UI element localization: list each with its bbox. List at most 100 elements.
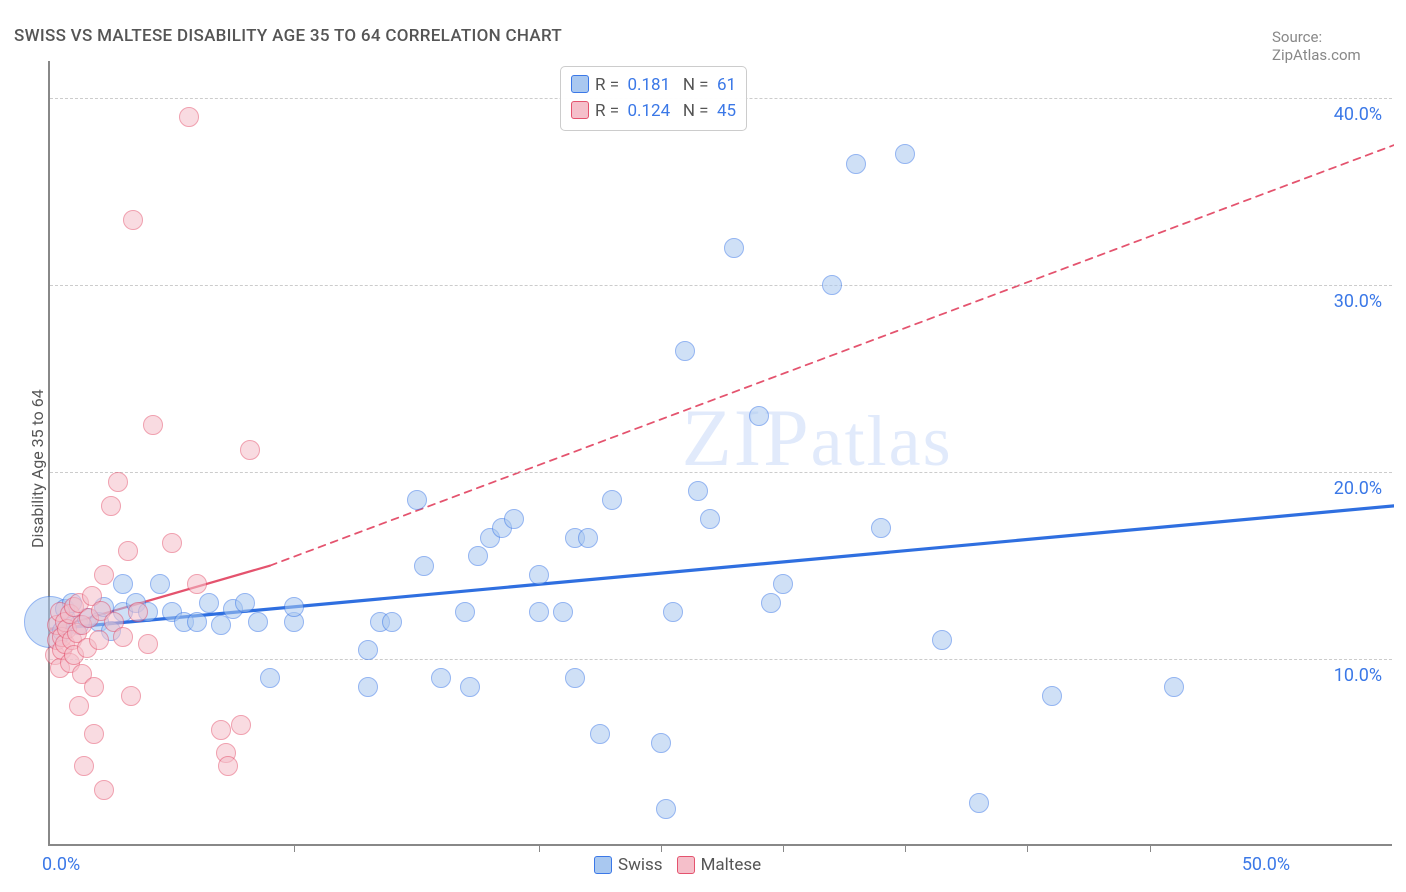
x-tick — [1150, 844, 1151, 852]
scatter-point-swiss — [431, 668, 451, 688]
legend-n-value: 45 — [717, 101, 736, 121]
scatter-point-swiss — [553, 602, 573, 622]
scatter-point-swiss — [700, 509, 720, 529]
legend-n-value: 61 — [717, 75, 736, 95]
scatter-point-maltese — [118, 541, 138, 561]
scatter-point-maltese — [138, 634, 158, 654]
scatter-point-swiss — [578, 528, 598, 548]
scatter-point-maltese — [240, 440, 260, 460]
legend-swatch — [594, 856, 612, 874]
scatter-point-swiss — [969, 793, 989, 813]
legend-r-value: 0.181 — [627, 75, 670, 95]
scatter-point-maltese — [162, 533, 182, 553]
scatter-point-swiss — [455, 602, 475, 622]
scatter-point-swiss — [602, 490, 622, 510]
scatter-point-swiss — [871, 518, 891, 538]
gridline-y — [50, 285, 1392, 286]
x-tick — [1027, 844, 1028, 852]
scatter-point-swiss — [651, 733, 671, 753]
chart-title: SWISS VS MALTESE DISABILITY AGE 35 TO 64… — [14, 26, 562, 46]
x-tick-label: 50.0% — [1242, 854, 1290, 875]
scatter-point-swiss — [1042, 686, 1062, 706]
legend-r-label: R = — [595, 101, 619, 121]
scatter-point-maltese — [211, 720, 231, 740]
x-tick — [539, 844, 540, 852]
scatter-point-maltese — [94, 565, 114, 585]
y-tick-label: 20.0% — [1322, 478, 1382, 499]
x-tick — [661, 844, 662, 852]
scatter-point-maltese — [74, 756, 94, 776]
scatter-point-swiss — [199, 593, 219, 613]
legend-series-label: Maltese — [701, 855, 762, 875]
x-tick — [905, 844, 906, 852]
scatter-point-swiss — [113, 574, 133, 594]
scatter-point-maltese — [121, 686, 141, 706]
scatter-point-maltese — [94, 780, 114, 800]
scatter-point-swiss — [211, 615, 231, 635]
scatter-point-swiss — [187, 612, 207, 632]
scatter-point-swiss — [749, 406, 769, 426]
scatter-point-maltese — [179, 107, 199, 127]
scatter-point-maltese — [123, 210, 143, 230]
legend-swatch — [571, 101, 589, 119]
x-tick-label: 0.0% — [42, 854, 80, 875]
scatter-point-swiss — [590, 724, 610, 744]
legend-swatch — [571, 75, 589, 93]
scatter-point-swiss — [822, 275, 842, 295]
scatter-point-swiss — [260, 668, 280, 688]
chart-plot-area: ZIPatlas — [48, 61, 1392, 846]
scatter-point-maltese — [231, 715, 251, 735]
scatter-point-maltese — [108, 472, 128, 492]
x-tick — [783, 844, 784, 852]
scatter-point-swiss — [248, 612, 268, 632]
scatter-point-swiss — [358, 640, 378, 660]
scatter-point-maltese — [113, 627, 133, 647]
scatter-point-swiss — [656, 799, 676, 819]
scatter-point-swiss — [414, 556, 434, 576]
scatter-point-maltese — [69, 696, 89, 716]
scatter-point-swiss — [1164, 677, 1184, 697]
scatter-point-swiss — [565, 668, 585, 688]
scatter-point-swiss — [761, 593, 781, 613]
scatter-point-swiss — [724, 238, 744, 258]
scatter-point-maltese — [84, 724, 104, 744]
scatter-point-swiss — [150, 574, 170, 594]
correlation-legend-box: R = 0.181 N = 61R = 0.124 N = 45 — [560, 66, 747, 131]
y-tick-label: 40.0% — [1322, 104, 1382, 125]
y-tick-label: 10.0% — [1322, 665, 1382, 686]
scatter-point-maltese — [128, 602, 148, 622]
scatter-point-maltese — [143, 415, 163, 435]
scatter-point-swiss — [358, 677, 378, 697]
scatter-point-swiss — [773, 574, 793, 594]
scatter-point-maltese — [187, 574, 207, 594]
scatter-point-maltese — [89, 630, 109, 650]
scatter-point-swiss — [675, 341, 695, 361]
scatter-point-swiss — [504, 509, 524, 529]
scatter-point-swiss — [235, 593, 255, 613]
scatter-point-swiss — [407, 490, 427, 510]
watermark-part1: ZIP — [682, 392, 811, 483]
scatter-point-swiss — [895, 144, 915, 164]
scatter-point-swiss — [688, 481, 708, 501]
legend-row: R = 0.124 N = 45 — [571, 99, 736, 125]
x-tick — [294, 844, 295, 852]
legend-n-label: N = — [683, 75, 709, 95]
y-axis-title: Disability Age 35 to 64 — [28, 389, 47, 548]
scatter-point-swiss — [529, 602, 549, 622]
legend-row: R = 0.181 N = 61 — [571, 73, 736, 99]
scatter-point-swiss — [932, 630, 952, 650]
scatter-point-maltese — [101, 496, 121, 516]
scatter-point-maltese — [84, 677, 104, 697]
scatter-point-swiss — [284, 597, 304, 617]
legend-r-value: 0.124 — [627, 101, 670, 121]
legend-r-label: R = — [595, 75, 619, 95]
series-legend: Swiss Maltese — [580, 855, 761, 875]
source-attribution: Source: ZipAtlas.com — [1272, 28, 1406, 64]
scatter-point-swiss — [382, 612, 402, 632]
watermark: ZIPatlas — [682, 391, 953, 485]
scatter-point-swiss — [529, 565, 549, 585]
scatter-point-maltese — [218, 756, 238, 776]
scatter-point-swiss — [460, 677, 480, 697]
scatter-point-swiss — [663, 602, 683, 622]
legend-series-label: Swiss — [618, 855, 663, 875]
